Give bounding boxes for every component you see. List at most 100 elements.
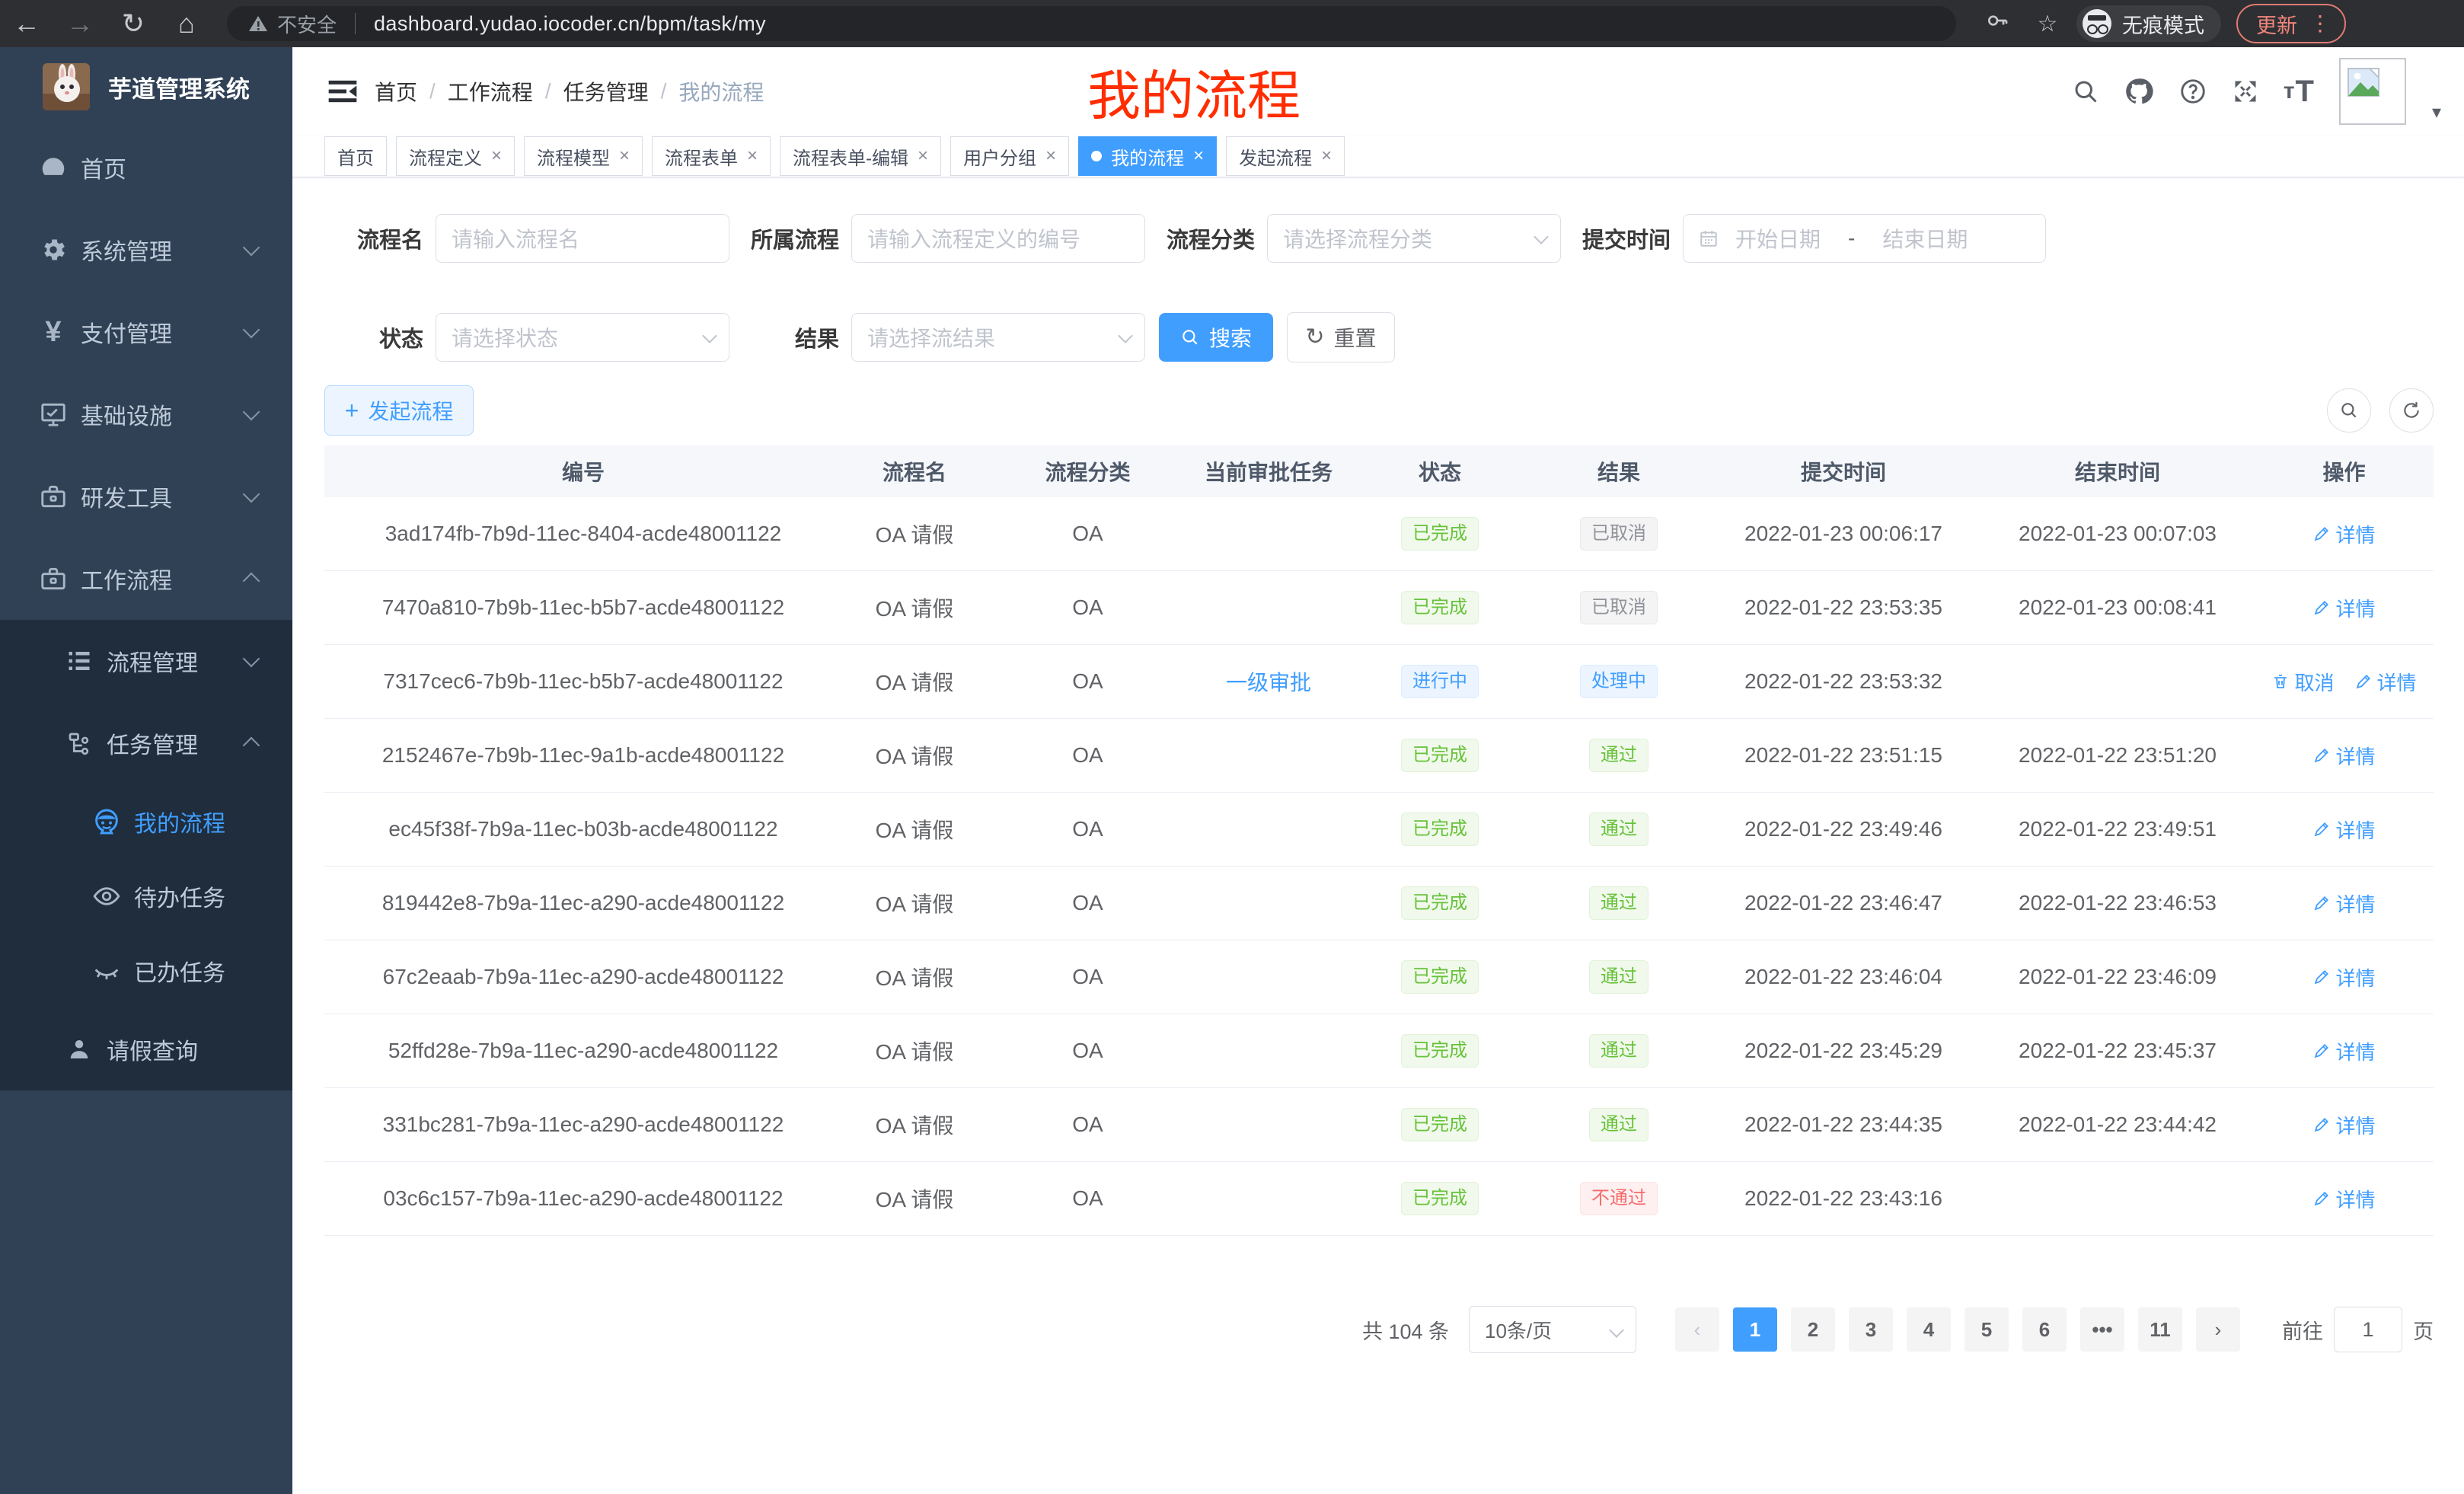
- search-icon[interactable]: [2072, 78, 2099, 105]
- forward-icon[interactable]: →: [66, 8, 94, 39]
- browser-menu-icon[interactable]: ⋮: [2309, 11, 2331, 35]
- page-button-6[interactable]: 6: [2022, 1307, 2067, 1352]
- submit-time-range-input[interactable]: 开始日期 - 结束日期: [1683, 214, 2046, 263]
- reset-button[interactable]: ↻ 重置: [1287, 312, 1395, 362]
- home-icon[interactable]: ⌂: [178, 8, 195, 39]
- detail-link[interactable]: 详情: [2312, 816, 2376, 844]
- sidebar-item-infrastructure[interactable]: 基础设施: [0, 373, 292, 455]
- current-task-link[interactable]: 一级审批: [1225, 671, 1311, 694]
- bookmark-star-icon[interactable]: ☆: [2037, 11, 2058, 37]
- row-end-time: 2022-01-23 00:08:41: [2019, 595, 2217, 619]
- goto-page-input[interactable]: 1: [2334, 1307, 2402, 1352]
- result-select[interactable]: 请选择流结果: [851, 313, 1145, 362]
- status-select[interactable]: 请选择状态: [436, 313, 729, 362]
- col-process-name: 流程名: [882, 461, 946, 484]
- breadcrumb-home[interactable]: 首页: [375, 81, 418, 104]
- sidebar-item-process-mgmt[interactable]: 流程管理: [0, 620, 292, 702]
- sidebar-item-done-tasks[interactable]: 已办任务: [0, 934, 292, 1008]
- breadcrumb-workflow[interactable]: 工作流程: [447, 81, 533, 104]
- sidebar-item-home[interactable]: 首页: [0, 126, 292, 209]
- password-key-icon[interactable]: [1976, 8, 2019, 39]
- detail-link[interactable]: 详情: [2354, 668, 2417, 696]
- active-dot: [1091, 151, 1103, 161]
- url-text[interactable]: dashboard.yudao.iocoder.cn/bpm/task/my: [374, 11, 767, 35]
- sidebar-item-task-mgmt[interactable]: 任务管理: [0, 702, 292, 784]
- close-icon[interactable]: ×: [619, 145, 630, 166]
- close-icon[interactable]: ×: [1321, 145, 1333, 166]
- detail-link[interactable]: 详情: [2312, 889, 2376, 918]
- table-search-toggle-button[interactable]: [2327, 388, 2371, 433]
- row-id: ec45f38f-7b9a-11ec-b03b-acde48001122: [388, 817, 778, 841]
- row-status: 已完成: [1348, 739, 1531, 772]
- page-button-2[interactable]: 2: [1791, 1307, 1835, 1352]
- tab-home[interactable]: 首页: [324, 136, 387, 176]
- github-icon[interactable]: [2124, 76, 2154, 107]
- url-bar[interactable]: 不安全 dashboard.yudao.iocoder.cn/bpm/task/…: [227, 6, 1956, 41]
- close-icon[interactable]: ×: [747, 145, 758, 166]
- close-icon[interactable]: ×: [1045, 145, 1057, 166]
- detail-link[interactable]: 详情: [2312, 1111, 2376, 1139]
- row-process-name: OA 请假: [875, 819, 954, 842]
- update-button[interactable]: 更新 ⋮: [2236, 4, 2346, 43]
- sidebar-item-workflow[interactable]: 工作流程: [0, 538, 292, 620]
- avatar-broken-image[interactable]: [2338, 58, 2406, 125]
- result-badge: 已取消: [1580, 591, 1658, 624]
- reload-icon[interactable]: ↻: [121, 8, 145, 39]
- tab-process-form-edit[interactable]: 流程表单-编辑 ×: [780, 136, 942, 176]
- col-id: 编号: [561, 461, 605, 484]
- process-definition-input[interactable]: 请输入流程定义的编号: [851, 214, 1145, 263]
- tab-user-group[interactable]: 用户分组 ×: [950, 136, 1070, 176]
- breadcrumb-task-mgmt[interactable]: 任务管理: [563, 81, 649, 104]
- tab-process-form[interactable]: 流程表单 ×: [652, 136, 771, 176]
- close-icon[interactable]: ×: [1193, 145, 1205, 166]
- result-badge: 通过: [1589, 739, 1649, 772]
- cancel-link[interactable]: 取消: [2271, 668, 2335, 696]
- sidebar-item-payment[interactable]: ¥ 支付管理: [0, 291, 292, 373]
- tab-process-definition[interactable]: 流程定义 ×: [396, 136, 515, 176]
- help-icon[interactable]: [2178, 77, 2207, 106]
- sidebar-item-my-process[interactable]: 我的流程: [0, 784, 292, 859]
- close-icon[interactable]: ×: [918, 145, 929, 166]
- tab-my-process[interactable]: 我的流程 ×: [1078, 136, 1218, 176]
- page-size-select[interactable]: 10条/页: [1469, 1306, 1636, 1353]
- row-current-task: 一级审批: [1189, 666, 1348, 697]
- next-page-button[interactable]: ›: [2196, 1307, 2240, 1352]
- process-name-input[interactable]: 请输入流程名: [436, 214, 729, 263]
- pager-ellipsis[interactable]: •••: [2080, 1307, 2124, 1352]
- end-date-placeholder[interactable]: 结束日期: [1882, 228, 1968, 251]
- page-button-3[interactable]: 3: [1849, 1307, 1893, 1352]
- detail-link[interactable]: 详情: [2312, 594, 2376, 622]
- table-refresh-button[interactable]: [2389, 388, 2434, 433]
- row-result: 通过: [1531, 739, 1706, 772]
- page-button-1[interactable]: 1: [1733, 1307, 1777, 1352]
- app-logo-row[interactable]: 芋道管理系统: [0, 47, 292, 126]
- detail-link[interactable]: 详情: [2312, 742, 2376, 770]
- sidebar-collapse-icon[interactable]: [327, 78, 358, 104]
- process-category-select[interactable]: 请选择流程分类: [1267, 214, 1561, 263]
- sidebar-item-system[interactable]: 系统管理: [0, 209, 292, 291]
- fullscreen-icon[interactable]: [2232, 78, 2259, 105]
- close-icon[interactable]: ×: [491, 145, 503, 166]
- detail-link[interactable]: 详情: [2312, 1185, 2376, 1213]
- tab-start-process[interactable]: 发起流程 ×: [1226, 136, 1345, 176]
- back-icon[interactable]: ←: [13, 8, 40, 39]
- row-submit-time: 2022-01-22 23:46:47: [1744, 891, 1942, 915]
- sidebar-item-todo-tasks[interactable]: 待办任务: [0, 859, 292, 934]
- detail-link[interactable]: 详情: [2312, 520, 2376, 548]
- page-button-11[interactable]: 11: [2138, 1307, 2182, 1352]
- tab-process-model[interactable]: 流程模型 ×: [524, 136, 643, 176]
- prev-page-button[interactable]: ‹: [1675, 1307, 1719, 1352]
- update-label[interactable]: 更新: [2256, 14, 2297, 37]
- detail-link[interactable]: 详情: [2312, 963, 2376, 991]
- security-warning[interactable]: 不安全: [248, 10, 337, 38]
- sidebar-item-devtools[interactable]: 研发工具: [0, 455, 292, 538]
- detail-link[interactable]: 详情: [2312, 1037, 2376, 1065]
- start-process-button[interactable]: + 发起流程: [324, 385, 474, 436]
- avatar-caret-icon[interactable]: ▾: [2431, 101, 2441, 123]
- sidebar-item-leave-query[interactable]: 请假查询: [0, 1008, 292, 1090]
- page-button-4[interactable]: 4: [1907, 1307, 1951, 1352]
- start-date-placeholder[interactable]: 开始日期: [1735, 228, 1821, 251]
- page-button-5[interactable]: 5: [1964, 1307, 2009, 1352]
- search-button[interactable]: 搜索: [1159, 313, 1273, 362]
